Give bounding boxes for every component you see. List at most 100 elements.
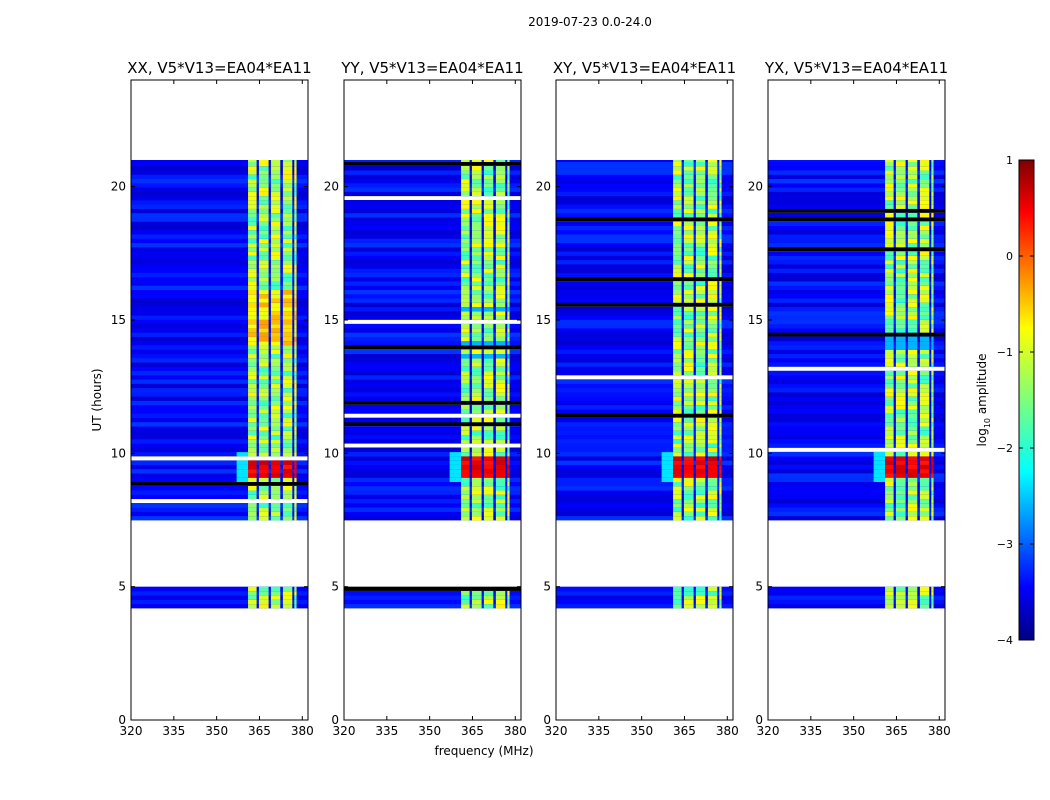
- rfi-channel-cell: [907, 473, 918, 478]
- rfi-channel-cell: [919, 507, 930, 512]
- rfi-channel-cell: [719, 404, 722, 410]
- rfi-channel-cell: [270, 603, 281, 609]
- heatmap-row: [131, 345, 308, 350]
- rfi-channel-cell: [695, 160, 706, 162]
- rfi-channel-cell: [719, 443, 722, 448]
- heatmap-row: [768, 234, 945, 239]
- heatmap-row: [344, 366, 521, 372]
- rfi-channel-cell: [907, 191, 918, 197]
- rfi-channel-cell: [719, 238, 722, 244]
- flag-gap-row: [344, 345, 521, 350]
- rfi-channel-cell: [282, 332, 293, 337]
- heatmap-row: [556, 357, 733, 363]
- rfi-channel-cell: [258, 468, 269, 474]
- heatmap-row: [768, 276, 945, 282]
- rfi-channel-cell: [507, 502, 510, 508]
- rfi-channel-cell: [270, 272, 281, 278]
- rfi-channel-cell: [931, 174, 934, 180]
- heatmap-row: [131, 590, 308, 596]
- rfi-channel-cell: [258, 187, 269, 192]
- rfi-channel-cell: [248, 404, 257, 410]
- heatmap-row: [131, 242, 308, 248]
- rfi-channel-cell: [695, 417, 706, 423]
- rfi-channel-cell: [707, 238, 718, 244]
- rfi-channel-cell: [270, 323, 281, 329]
- heatmap-row: [344, 255, 521, 261]
- rfi-channel-cell: [707, 456, 718, 461]
- colorbar-tick-label: −1: [997, 346, 1013, 359]
- rfi-channel-cell: [507, 485, 510, 491]
- rfi-channel-cell: [931, 374, 934, 380]
- heatmap-row: [556, 366, 733, 372]
- rfi-channel-cell: [507, 383, 510, 389]
- heatmap-row: [344, 165, 521, 171]
- rfi-channel-cell: [683, 328, 694, 333]
- heatmap-row: [556, 170, 733, 175]
- rfi-channel-cell: [461, 451, 470, 457]
- rfi-channel-cell: [270, 298, 281, 303]
- rfi-channel-cell: [282, 507, 293, 512]
- rfi-channel-cell: [495, 357, 506, 363]
- rfi-channel-cell: [695, 298, 706, 303]
- rfi-channel-cell: [907, 595, 918, 600]
- rfi-channel-cell: [461, 160, 470, 162]
- rfi-channel-cell: [483, 477, 494, 482]
- rfi-channel-cell: [495, 217, 506, 222]
- rfi-channel-cell: [931, 178, 934, 184]
- heatmap-row: [556, 481, 733, 487]
- rfi-channel-cell: [461, 392, 470, 397]
- rfi-channel-cell: [885, 374, 894, 380]
- rfi-channel-cell: [719, 460, 722, 465]
- rfi-channel-cell: [461, 234, 470, 239]
- rfi-channel-cell: [495, 315, 506, 320]
- rfi-channel-cell: [895, 340, 906, 346]
- rfi-channel-cell: [707, 212, 718, 218]
- rfi-channel-cell: [895, 481, 906, 487]
- x-tick-label: 335: [587, 724, 610, 738]
- rfi-channel-cell: [282, 170, 293, 175]
- rfi-channel-cell: [683, 234, 694, 239]
- rfi-channel-cell: [919, 383, 930, 389]
- rfi-channel-cell: [461, 255, 470, 261]
- rfi-channel-cell: [885, 323, 894, 329]
- rfi-channel-cell: [673, 409, 682, 414]
- rfi-channel-cell: [282, 178, 293, 184]
- rfi-channel-cell: [673, 586, 682, 592]
- rfi-channel-cell: [495, 212, 506, 218]
- rfi-channel-cell: [885, 370, 894, 376]
- rfi-channel-cell: [695, 310, 706, 316]
- rfi-channel-cell: [282, 234, 293, 239]
- rfi-channel-cell: [507, 310, 510, 316]
- rfi-spillover: [661, 468, 674, 474]
- heatmap-row: [131, 264, 308, 269]
- rfi-channel-cell: [683, 229, 694, 235]
- heatmap-row: [131, 396, 308, 401]
- heatmap-row: [131, 251, 308, 256]
- rfi-channel-cell: [294, 182, 297, 188]
- rfi-channel-cell: [270, 182, 281, 188]
- rfi-channel-cell: [919, 502, 930, 508]
- rfi-channel-cell: [919, 340, 930, 346]
- rfi-channel-cell: [885, 409, 894, 414]
- rfi-channel-cell: [282, 421, 293, 427]
- rfi-channel-cell: [294, 285, 297, 290]
- rfi-channel-cell: [907, 161, 918, 167]
- rfi-channel-cell: [719, 319, 722, 325]
- rfi-channel-cell: [270, 332, 281, 337]
- rfi-channel-cell: [683, 409, 694, 414]
- rfi-channel-cell: [931, 434, 934, 440]
- heatmap-row: [344, 212, 521, 218]
- rfi-channel-cell: [507, 323, 510, 329]
- rfi-channel-cell: [673, 443, 682, 448]
- rfi-channel-cell: [461, 229, 470, 235]
- heatmap-row: [768, 374, 945, 380]
- x-tick-label: 365: [673, 724, 696, 738]
- rfi-channel-cell: [695, 392, 706, 397]
- rfi-channel-cell: [282, 494, 293, 500]
- rfi-channel-cell: [282, 417, 293, 423]
- rfi-channel-cell: [719, 187, 722, 192]
- rfi-channel-cell: [695, 255, 706, 261]
- rfi-channel-cell: [931, 599, 934, 605]
- rfi-channel-cell: [673, 332, 682, 337]
- rfi-channel-cell: [907, 353, 918, 359]
